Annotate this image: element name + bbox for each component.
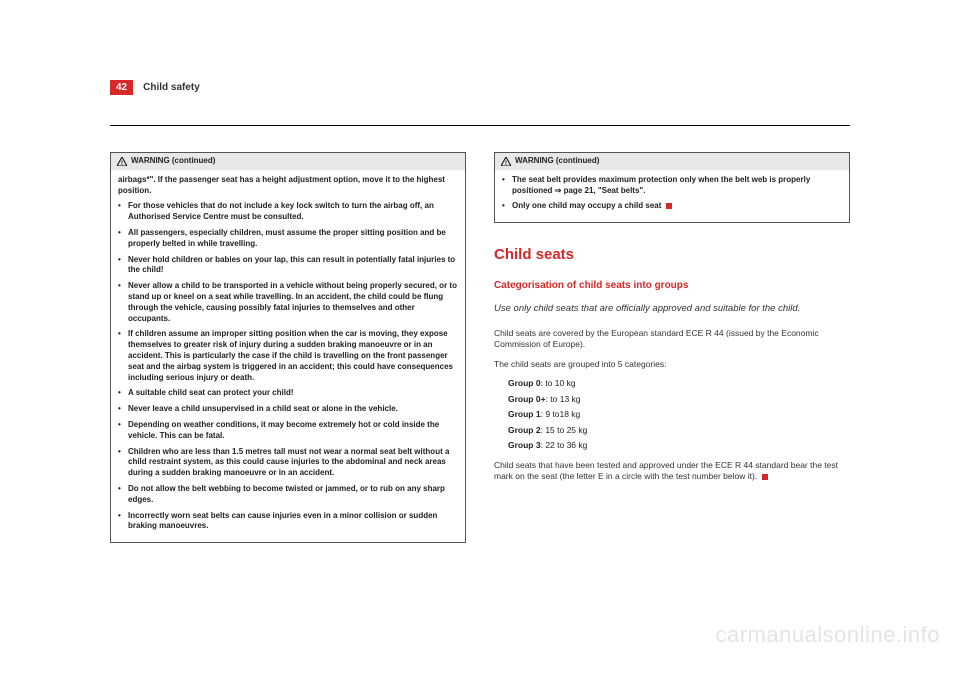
text: Child seats that have been tested and ap… xyxy=(494,460,838,481)
warning-bullet: •For those vehicles that do not include … xyxy=(118,201,458,223)
bullet-text: If children assume an improper sitting p… xyxy=(128,329,458,383)
warning-bullet: •Never allow a child to be transported i… xyxy=(118,281,458,324)
bullet-text: Incorrectly worn seat belts can cause in… xyxy=(128,511,458,533)
warning-bullet: •Never leave a child unsupervised in a c… xyxy=(118,404,458,415)
warning-header-left: ! WARNING (continued) xyxy=(111,153,465,170)
bullet-text: The seat belt provides maximum protectio… xyxy=(512,175,842,197)
page-header: 42 Child safety xyxy=(110,80,850,95)
warning-icon: ! xyxy=(117,157,127,166)
warning-header-right: ! WARNING (continued) xyxy=(495,153,849,170)
warning-bullet: •Incorrectly worn seat belts can cause i… xyxy=(118,511,458,533)
group-item: Group 2: 15 to 25 kg xyxy=(508,425,850,436)
group-value: : to 10 kg xyxy=(541,378,576,388)
body-paragraph: The child seats are grouped into 5 categ… xyxy=(494,359,850,370)
group-item: Group 3: 22 to 36 kg xyxy=(508,440,850,451)
text: . xyxy=(643,186,645,195)
header-rule xyxy=(110,125,850,126)
chapter-title: Child safety xyxy=(143,82,200,93)
group-value: : 15 to 25 kg xyxy=(541,425,588,435)
page-reference-link[interactable]: ⇒ page 21, "Seat belts" xyxy=(555,186,644,195)
page-number: 42 xyxy=(110,80,133,95)
group-item: Group 0+: to 13 kg xyxy=(508,394,850,405)
end-marker-icon xyxy=(762,474,768,480)
warning-label: WARNING (continued) xyxy=(131,156,215,167)
bullet-text: Never hold children or babies on your la… xyxy=(128,255,458,277)
warning-label: WARNING (continued) xyxy=(515,156,599,167)
text: Only one child may occupy a child seat xyxy=(512,201,661,210)
bullet-text: Never leave a child unsupervised in a ch… xyxy=(128,404,398,415)
page: 42 Child safety ! WARNING (continued) ai… xyxy=(110,80,850,557)
group-name: Group 3 xyxy=(508,440,541,450)
warning-lead: airbags*". If the passenger seat has a h… xyxy=(118,175,458,197)
bullet-text: Only one child may occupy a child seat xyxy=(512,201,672,212)
columns: ! WARNING (continued) airbags*". If the … xyxy=(110,152,850,557)
warning-bullet: •Depending on weather conditions, it may… xyxy=(118,420,458,442)
body-paragraph: Child seats are covered by the European … xyxy=(494,328,850,351)
group-value: : 9 to18 kg xyxy=(541,409,581,419)
group-value: : 22 to 36 kg xyxy=(541,440,588,450)
bullet-text: Do not allow the belt webbing to become … xyxy=(128,484,458,506)
group-item: Group 1: 9 to18 kg xyxy=(508,409,850,420)
watermark: carmanualsonline.info xyxy=(715,622,940,648)
warning-bullet: •Do not allow the belt webbing to become… xyxy=(118,484,458,506)
bullet-text: All passengers, especially children, mus… xyxy=(128,228,458,250)
section-title: Child seats xyxy=(494,245,850,265)
warning-bullet: • Only one child may occupy a child seat xyxy=(502,201,842,212)
bullet-text: Depending on weather conditions, it may … xyxy=(128,420,458,442)
body-paragraph: Child seats that have been tested and ap… xyxy=(494,460,850,483)
warning-body-left: airbags*". If the passenger seat has a h… xyxy=(111,170,465,542)
warning-bullet: •If children assume an improper sitting … xyxy=(118,329,458,383)
warning-icon: ! xyxy=(501,157,511,166)
warning-box-left: ! WARNING (continued) airbags*". If the … xyxy=(110,152,466,543)
warning-bullet: •All passengers, especially children, mu… xyxy=(118,228,458,250)
warning-bullet: •A suitable child seat can protect your … xyxy=(118,388,458,399)
left-column: ! WARNING (continued) airbags*". If the … xyxy=(110,152,466,557)
warning-box-right: ! WARNING (continued) • The seat belt pr… xyxy=(494,152,850,223)
warning-bullet: • The seat belt provides maximum protect… xyxy=(502,175,842,197)
group-item: Group 0: to 10 kg xyxy=(508,378,850,389)
right-column: ! WARNING (continued) • The seat belt pr… xyxy=(494,152,850,557)
svg-text:!: ! xyxy=(121,161,123,166)
group-name: Group 2 xyxy=(508,425,541,435)
bullet-text: For those vehicles that do not include a… xyxy=(128,201,458,223)
bullet-text: A suitable child seat can protect your c… xyxy=(128,388,294,399)
bullet-text: Children who are less than 1.5 metres ta… xyxy=(128,447,458,479)
group-name: Group 0+ xyxy=(508,394,546,404)
end-marker-icon xyxy=(666,203,672,209)
group-name: Group 1 xyxy=(508,409,541,419)
section-intro: Use only child seats that are officially… xyxy=(494,303,850,316)
warning-bullet: •Never hold children or babies on your l… xyxy=(118,255,458,277)
warning-body-right: • The seat belt provides maximum protect… xyxy=(495,170,849,222)
bullet-text: Never allow a child to be transported in… xyxy=(128,281,458,324)
warning-bullet: •Children who are less than 1.5 metres t… xyxy=(118,447,458,479)
group-list: Group 0: to 10 kg Group 0+: to 13 kg Gro… xyxy=(508,378,850,451)
group-value: : to 13 kg xyxy=(546,394,581,404)
section-subtitle: Categorisation of child seats into group… xyxy=(494,279,850,293)
group-name: Group 0 xyxy=(508,378,541,388)
svg-text:!: ! xyxy=(505,161,507,166)
